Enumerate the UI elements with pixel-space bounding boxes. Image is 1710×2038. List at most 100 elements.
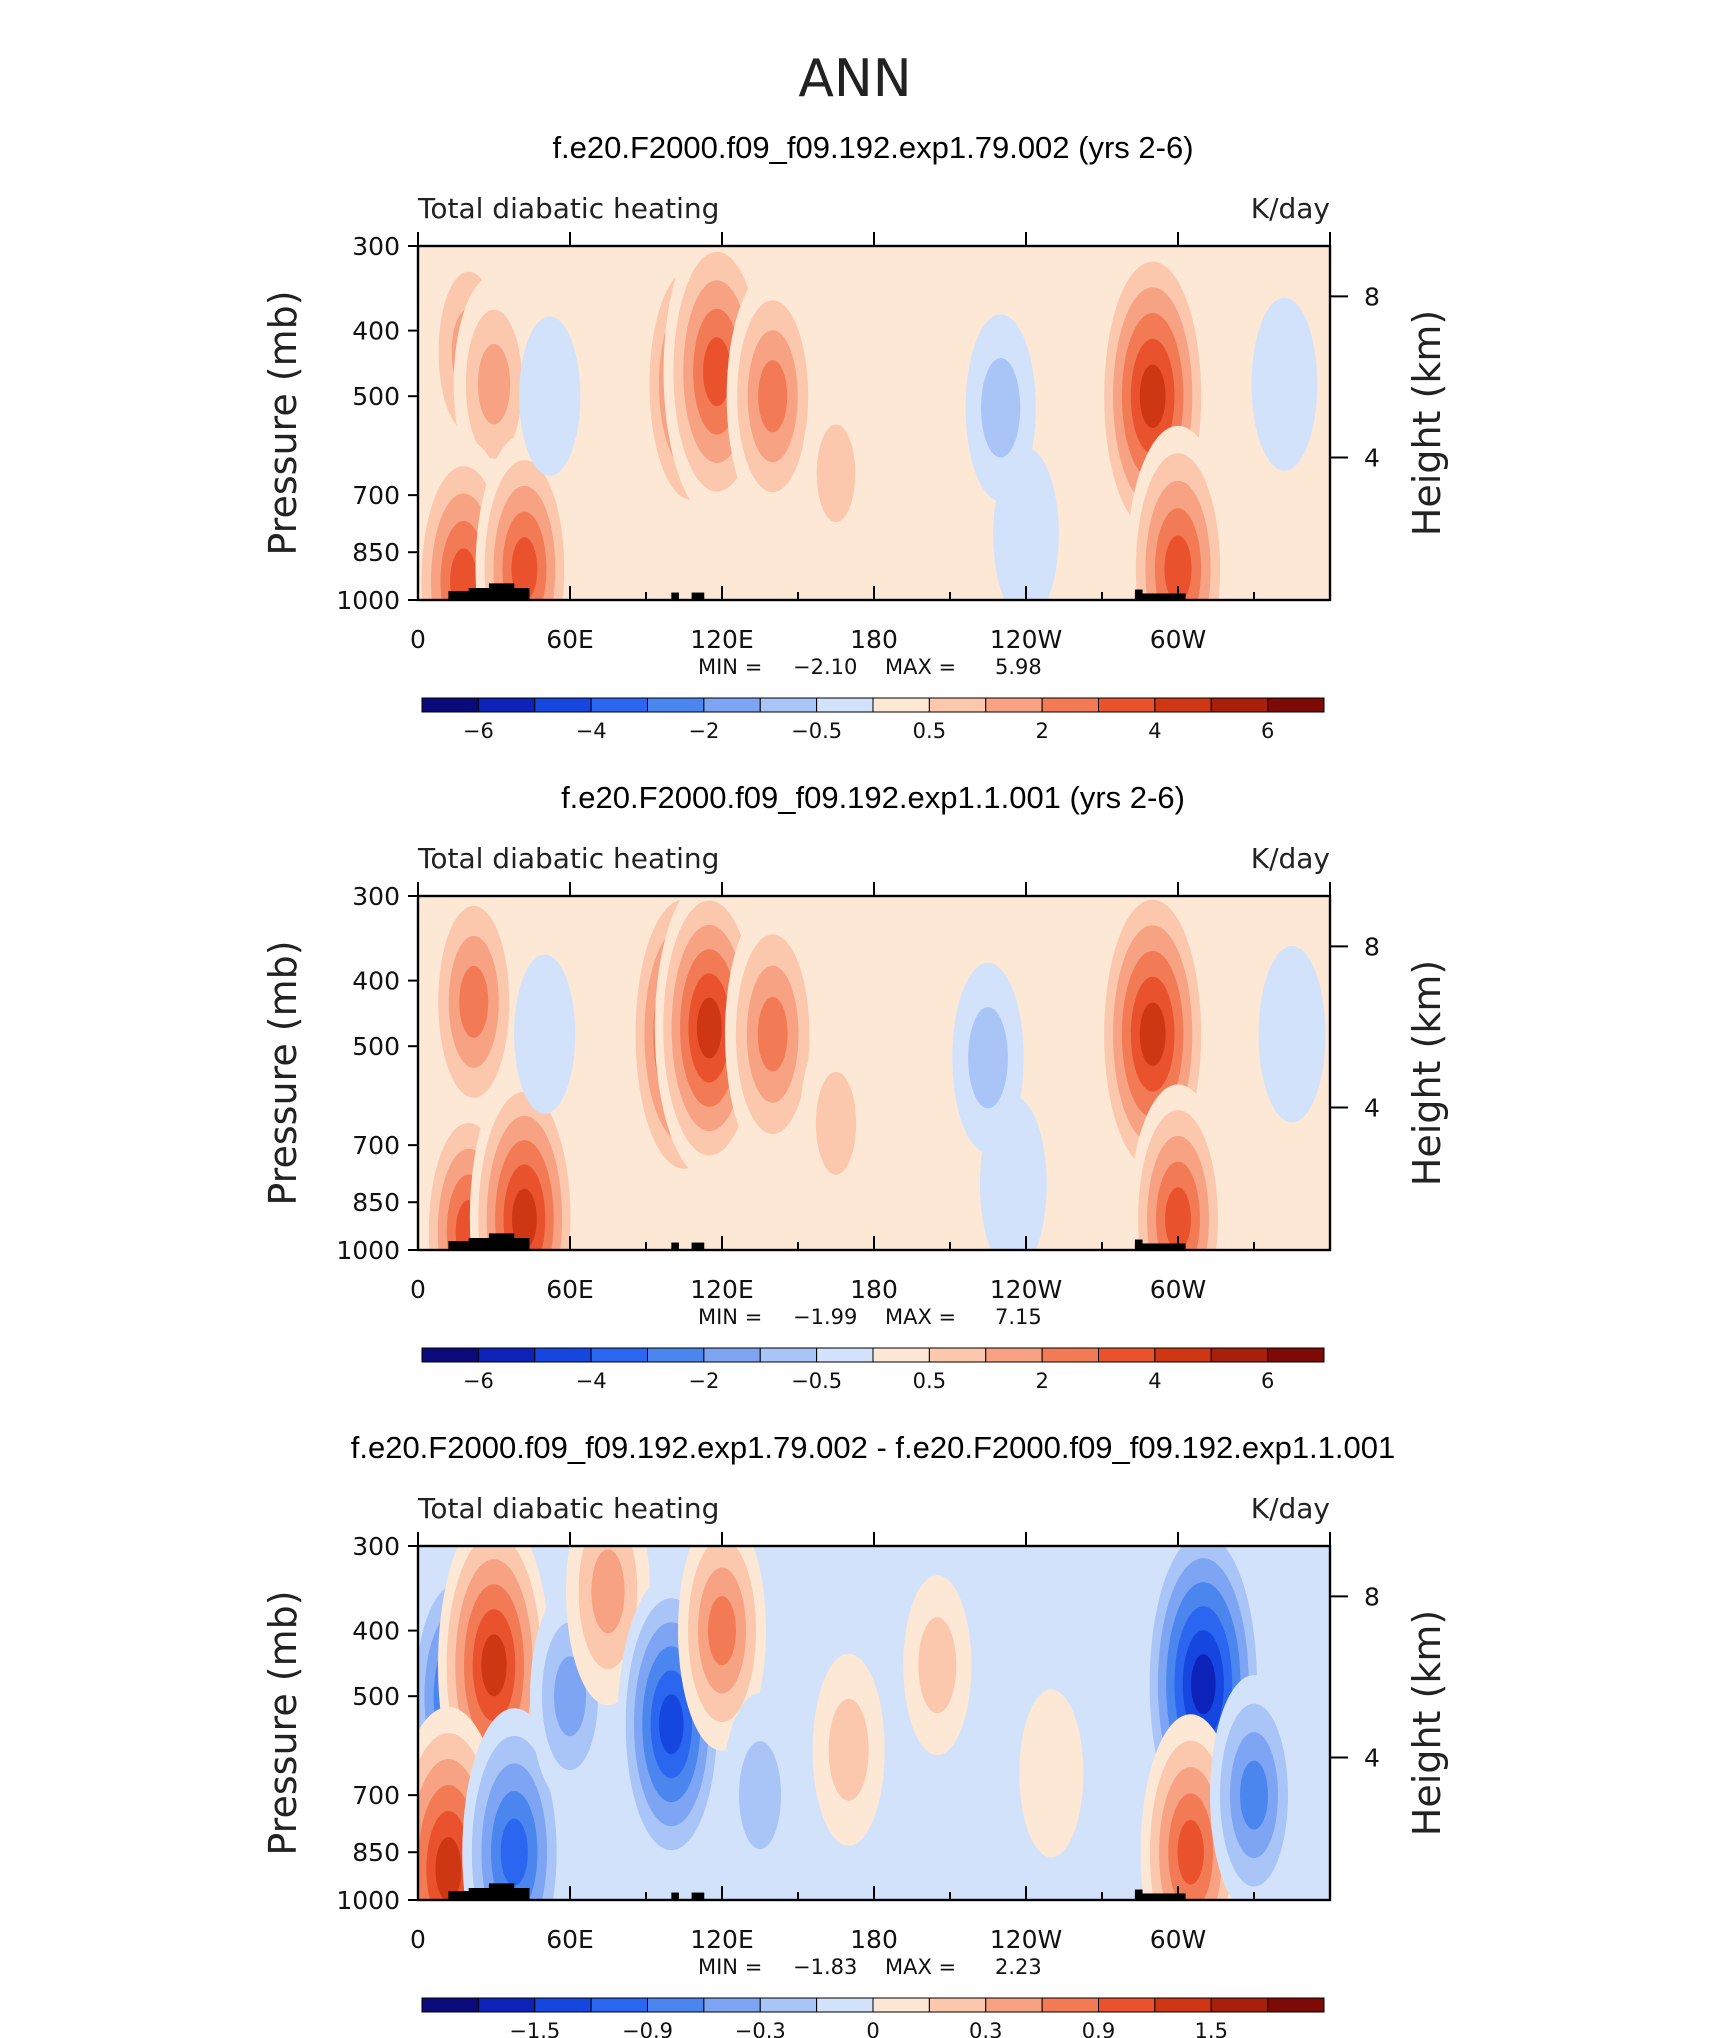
units-label: K/day xyxy=(1251,842,1330,875)
topography xyxy=(691,1242,705,1250)
panel-title: f.e20.F2000.f09_f09.192.exp1.1.001 (yrs … xyxy=(561,780,1185,815)
field-label: Total diabatic heating xyxy=(417,1492,719,1525)
colorbar-swatch xyxy=(1267,697,1325,713)
panel-1: f.e20.F2000.f09_f09.192.exp1.79.002 (yrs… xyxy=(261,130,1449,743)
colorbar-swatch xyxy=(985,697,1043,713)
y-tick-label: 1000 xyxy=(336,586,400,615)
topography xyxy=(1134,589,1143,600)
topography xyxy=(671,1242,679,1250)
colorbar-swatch xyxy=(1210,1997,1269,2013)
y-tick-label: 500 xyxy=(352,1032,400,1061)
units-label: K/day xyxy=(1251,192,1330,225)
panel-3: f.e20.F2000.f09_f09.192.exp1.79.002 - f.… xyxy=(261,1430,1449,2038)
colorbar-swatch xyxy=(816,1347,874,1363)
colorbar-swatch xyxy=(647,697,705,713)
colorbar-swatch xyxy=(1041,697,1099,713)
colorbar-swatch xyxy=(759,697,818,713)
height-tick-label: 4 xyxy=(1364,1094,1380,1123)
contour-7-3 xyxy=(758,360,788,433)
y-tick-label: 700 xyxy=(352,481,400,510)
field-label: Total diabatic heating xyxy=(417,192,719,225)
min-label: MIN = xyxy=(698,655,762,679)
contour-9-1 xyxy=(981,358,1021,458)
contour-1-5 xyxy=(481,1634,507,1697)
colorbar: −6 −4 −2 −0.5 0.5 2 4 6 xyxy=(421,1347,1325,1393)
colorbar-swatch xyxy=(647,1997,705,2013)
colorbar-label: −4 xyxy=(576,719,607,743)
contour-13-0 xyxy=(1251,297,1318,471)
colorbar-swatch xyxy=(590,1347,648,1363)
colorbar-swatch xyxy=(1154,1347,1212,1363)
colorbar-swatch xyxy=(421,1347,479,1363)
colorbar-swatch xyxy=(590,697,648,713)
min-value: −2.10 xyxy=(793,655,857,679)
x-tick-label: 120W xyxy=(990,1275,1062,1304)
x-tick-label: 60E xyxy=(546,1275,594,1304)
x-tick-label: 60E xyxy=(546,625,594,654)
colorbar-swatch xyxy=(1098,1347,1156,1363)
y-tick-label: 700 xyxy=(352,1131,400,1160)
height-tick-label: 4 xyxy=(1364,444,1380,473)
topography xyxy=(691,1892,705,1900)
x-tick-label: 120W xyxy=(990,1925,1062,1954)
min-label: MIN = xyxy=(698,1305,762,1329)
x-tick-label: 0 xyxy=(410,625,426,654)
contour-5-5 xyxy=(696,997,722,1059)
colorbar-swatch xyxy=(816,1997,874,2013)
colorbar-swatch xyxy=(759,1347,818,1363)
x-tick-label: 0 xyxy=(410,1925,426,1954)
height-tick-label: 8 xyxy=(1364,932,1380,961)
colorbar-label: 2 xyxy=(1035,1369,1048,1393)
contour-11-0 xyxy=(1019,1689,1084,1858)
max-value: 7.15 xyxy=(995,1305,1042,1329)
x-tick-label: 60W xyxy=(1150,625,1207,654)
min-value: −1.83 xyxy=(793,1955,857,1979)
y-tick-label: 300 xyxy=(352,882,400,911)
colorbar-label: 0.3 xyxy=(969,2019,1002,2038)
x-tick-label: 60W xyxy=(1150,1275,1207,1304)
colorbar: −6 −4 −2 −0.5 0.5 2 4 6 xyxy=(421,697,1325,743)
colorbar-label: 0 xyxy=(866,2019,879,2038)
colorbar-label: −0.3 xyxy=(735,2019,786,2038)
colorbar-swatch xyxy=(421,1997,479,2013)
contour-14-3 xyxy=(1240,1760,1268,1830)
contour-field xyxy=(418,1546,1330,1900)
contour-8-1 xyxy=(739,1741,781,1850)
colorbar-label: −0.5 xyxy=(791,719,842,743)
topography xyxy=(691,592,705,600)
x-tick-label: 60E xyxy=(546,1925,594,1954)
contour-field xyxy=(418,246,1330,600)
x-tick-label: 120W xyxy=(990,625,1062,654)
contour-6-5 xyxy=(659,1694,684,1755)
x-tick-label: 0 xyxy=(410,1275,426,1304)
colorbar: −1.5 −0.9 −0.3 0 0.3 0.9 1.5 xyxy=(421,1997,1325,2038)
topography xyxy=(671,1892,679,1900)
height-tick-label: 8 xyxy=(1364,282,1380,311)
colorbar-swatch xyxy=(1267,1997,1325,2013)
topography xyxy=(671,592,679,600)
y-axis-right-title: Height (km) xyxy=(1405,960,1449,1186)
colorbar-swatch xyxy=(1210,697,1269,713)
contour-3-0 xyxy=(514,954,576,1114)
contour-12-0 xyxy=(1258,945,1326,1123)
field-label: Total diabatic heating xyxy=(417,842,719,875)
topography xyxy=(504,591,520,600)
colorbar-swatch xyxy=(759,1997,818,2013)
contour-9-1 xyxy=(828,1698,869,1801)
colorbar-label: 2 xyxy=(1035,719,1048,743)
colorbar-label: 0.5 xyxy=(913,719,946,743)
contour-6-3 xyxy=(757,996,788,1072)
y-axis-title: Pressure (mb) xyxy=(261,940,305,1205)
y-axis-title: Pressure (mb) xyxy=(261,290,305,555)
y-tick-label: 850 xyxy=(352,1188,400,1217)
x-tick-label: 120E xyxy=(690,1275,754,1304)
contour-7-1 xyxy=(815,1071,857,1175)
y-axis-title: Pressure (mb) xyxy=(261,1590,305,1855)
colorbar-label: 0.5 xyxy=(913,1369,946,1393)
contour-10-1 xyxy=(918,1617,957,1714)
colorbar-label: −0.5 xyxy=(791,1369,842,1393)
colorbar-label: −0.9 xyxy=(622,2019,673,2038)
colorbar-swatch xyxy=(816,697,874,713)
y-tick-label: 300 xyxy=(352,1532,400,1561)
contour-10-0 xyxy=(993,447,1059,600)
